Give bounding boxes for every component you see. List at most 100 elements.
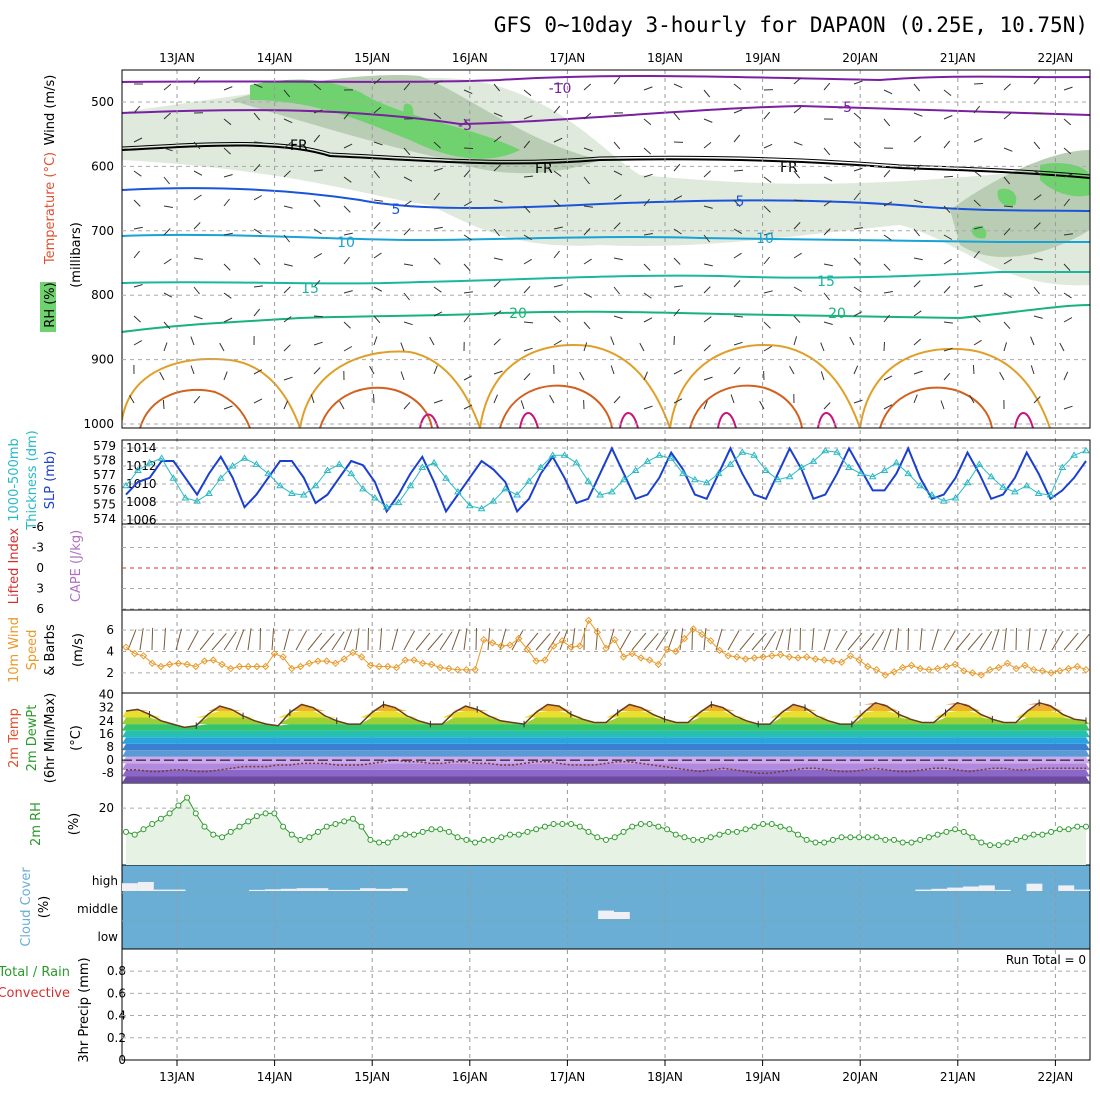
rh2m-point — [611, 834, 618, 841]
wind-barb — [163, 292, 173, 298]
surface-wind-barb — [331, 631, 345, 651]
thickness-point — [856, 469, 865, 477]
thickness-point — [323, 466, 332, 473]
surface-wind-barb — [811, 628, 815, 651]
thickness-point — [228, 462, 237, 469]
wind-speed-point — [960, 667, 968, 675]
surface-wind-barb — [439, 631, 453, 651]
wind-barb — [763, 143, 773, 149]
cloud-high-bar — [1074, 889, 1090, 891]
wind-barb — [463, 147, 474, 149]
wind-barb — [523, 258, 532, 265]
wind-barb — [493, 199, 503, 203]
wind-barb — [643, 233, 653, 236]
rh2m-point — [175, 802, 182, 809]
wind-barb — [733, 228, 743, 235]
upper-air-contour-labels: FR FR FR — [290, 138, 798, 177]
bottom-date-label: 15JAN — [354, 1070, 390, 1084]
top-date-label: 17JAN — [550, 51, 586, 65]
thickness-point — [963, 478, 972, 486]
wind-barb — [463, 314, 470, 323]
wind-barb — [943, 286, 951, 294]
rh2m-point — [245, 818, 252, 825]
wind-barb — [493, 228, 500, 237]
rh2m-point — [184, 794, 191, 801]
wind-barb — [613, 286, 620, 295]
rh2m-point — [201, 823, 208, 830]
bottom-date-label: 18JAN — [647, 1070, 683, 1084]
thickness-point — [702, 478, 711, 486]
wind-barb — [193, 286, 200, 295]
rh2m-point — [768, 821, 775, 827]
wind-barb — [1059, 342, 1065, 352]
surface-wind-barb — [787, 628, 792, 651]
wind-barb — [343, 290, 353, 294]
rh2m-point — [524, 828, 531, 835]
temp-tick-label: 40 — [99, 688, 114, 702]
surface-wind-barb — [775, 629, 784, 651]
wind-barb — [613, 257, 623, 261]
thickness-point — [880, 466, 889, 473]
surface-wind-barb — [199, 632, 215, 651]
top-date-label: 13JAN — [159, 51, 195, 65]
rh2m-point — [349, 815, 356, 822]
stability-frame — [121, 523, 1091, 611]
surface-wind-barb — [367, 627, 369, 651]
wind-barb — [883, 118, 891, 127]
rh2m-point — [123, 828, 129, 835]
wind-speed-point — [384, 662, 392, 671]
wind-barb — [223, 371, 228, 381]
wind-barb — [613, 222, 621, 230]
wind-speed-point — [375, 662, 383, 671]
surface-wind-barb — [1051, 630, 1064, 651]
wind-barb — [373, 286, 383, 292]
wind-barb — [793, 77, 802, 85]
thickness-point — [181, 494, 190, 501]
wind-barb — [193, 76, 201, 85]
surface-wind-barb — [739, 632, 755, 651]
thickness-point — [525, 477, 533, 484]
cloud-axis-label: Cloud Cover — [19, 867, 34, 947]
wind-barb — [673, 285, 683, 288]
wind-barb — [673, 195, 683, 201]
rh2m-point — [899, 839, 906, 846]
thickness-point — [584, 477, 593, 484]
wind-speed-point — [872, 665, 881, 674]
rh2m-point — [856, 834, 863, 841]
wind-speed-point — [855, 656, 863, 664]
cloud-high-bar — [344, 889, 361, 891]
surface-wind-barb — [619, 630, 632, 651]
wind-barb — [643, 405, 653, 410]
thickness-point — [868, 472, 877, 480]
surface-wind-barb — [307, 632, 323, 651]
wind-barb — [579, 371, 585, 381]
cloud-high-bar — [1058, 885, 1075, 891]
rh2m-point — [908, 839, 915, 846]
wind-barb — [913, 199, 923, 204]
rh2m-point — [690, 836, 697, 843]
thickness-point — [501, 484, 510, 492]
rh2m-point — [367, 836, 374, 843]
wind-barb — [883, 291, 893, 294]
wind-barb — [313, 83, 322, 91]
wind-speed-point — [471, 665, 479, 674]
hottest-contours — [419, 412, 1034, 428]
thickness-point — [631, 466, 640, 473]
rh-legend-swatch — [40, 282, 56, 332]
precip-tick-label: 0.4 — [107, 1009, 126, 1023]
wind-barb — [373, 315, 381, 324]
surface-wind-barb — [475, 627, 477, 651]
wind-barb — [133, 284, 143, 288]
rh2m-point — [707, 834, 714, 841]
wind-barb — [433, 112, 442, 120]
temp-contour-minus5 — [122, 104, 1090, 126]
lifted-index-tick-label: 3 — [36, 582, 44, 596]
wind-barb — [163, 176, 170, 185]
surface-wind-barb — [451, 629, 461, 651]
wind-barb — [283, 142, 292, 149]
thickness-point — [299, 491, 308, 498]
surface-wind-barb — [535, 632, 551, 651]
rh2m-point — [978, 839, 985, 846]
thickness-point — [536, 463, 545, 470]
wind-barb — [403, 292, 410, 301]
